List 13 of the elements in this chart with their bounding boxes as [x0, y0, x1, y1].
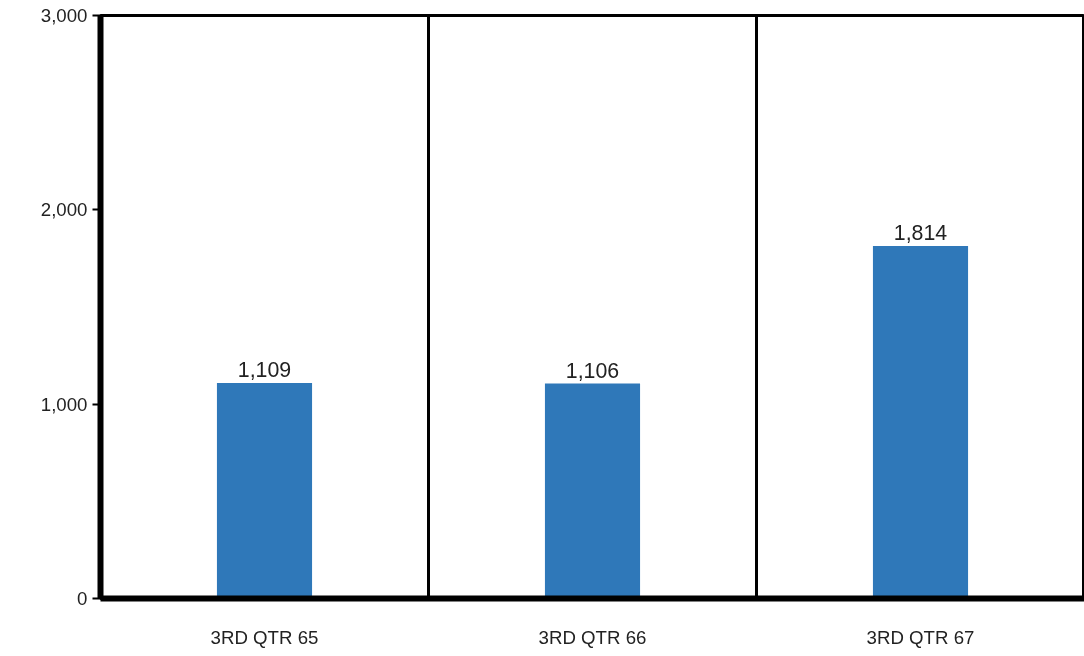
x-tick-label: 3RD QTR 66 [538, 626, 647, 648]
x-tick-label: 3RD QTR 67 [866, 626, 975, 648]
y-tick-label: 1,000 [40, 393, 88, 415]
bar [544, 383, 641, 599]
y-tick-label: 3,000 [40, 5, 88, 26]
data-label: 1,814 [893, 220, 948, 245]
data-label: 1,109 [237, 357, 292, 382]
y-tick-label: 0 [77, 588, 88, 609]
bar [216, 382, 313, 599]
bar [872, 245, 969, 599]
y-tick-label: 2,000 [40, 199, 88, 221]
x-tick-label: 3RD QTR 65 [210, 626, 319, 648]
data-label: 1,106 [565, 358, 620, 383]
